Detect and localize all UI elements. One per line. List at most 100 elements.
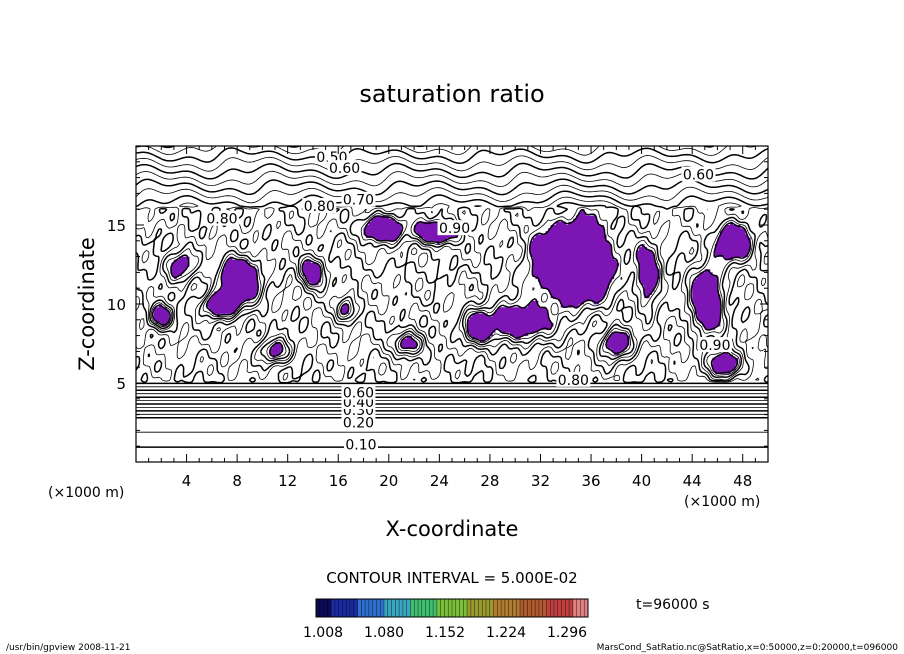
contour-line xyxy=(149,201,768,378)
colorbar-cell xyxy=(459,599,464,617)
colorbar-cell xyxy=(569,599,574,617)
contour-interval-label: CONTOUR INTERVAL = 5.000E-02 xyxy=(326,569,577,587)
contour-label-bg xyxy=(341,414,376,430)
colorbar-cell xyxy=(429,599,434,617)
colorbar-cell xyxy=(433,599,438,617)
colorbar-cell xyxy=(418,599,423,617)
footer-program: /usr/bin/gpview 2008-11-21 xyxy=(6,643,130,653)
colorbar-cell xyxy=(365,599,370,617)
colorbar-cell xyxy=(357,599,362,617)
colorbar-cell xyxy=(421,599,426,617)
colorbar-cell xyxy=(501,599,506,617)
colorbar-cell xyxy=(444,599,449,617)
contour-line xyxy=(136,146,768,405)
contour-label-bg xyxy=(204,210,239,226)
colorbar-cell xyxy=(497,599,502,617)
colorbar-cell xyxy=(572,599,577,617)
colorbar-cell xyxy=(327,599,332,617)
colorbar-cell xyxy=(452,599,457,617)
colorbar-cell xyxy=(399,599,404,617)
contour-label-bg xyxy=(302,198,337,214)
colorbar-cell xyxy=(470,599,475,617)
contour-label-bg xyxy=(697,337,732,353)
x-tick-label: 24 xyxy=(430,472,449,490)
colorbar-cell xyxy=(546,599,551,617)
contour-line xyxy=(150,207,753,376)
colorbar-cell xyxy=(353,599,358,617)
y-tick-label: 15 xyxy=(107,217,126,235)
colorbar-cell xyxy=(478,599,483,617)
colorbar-cell xyxy=(440,599,445,617)
colorbar-cell xyxy=(584,599,589,617)
colorbar-cell xyxy=(319,599,324,617)
colorbar-cell xyxy=(334,599,339,617)
colorbar-label: 1.008 xyxy=(303,625,343,641)
colorbar-cell xyxy=(580,599,585,617)
contour-line xyxy=(136,170,768,388)
colorbar-cell xyxy=(463,599,468,617)
contour-label: 0.70 xyxy=(343,193,374,209)
colorbar-cell xyxy=(455,599,460,617)
colorbar-cell xyxy=(414,599,419,617)
colorbar-cell xyxy=(406,599,411,617)
contour-label: 0.60 xyxy=(683,167,714,183)
colorbar-cell xyxy=(489,599,494,617)
colorbar-label: 1.080 xyxy=(364,625,404,641)
colorbar-cell xyxy=(342,599,347,617)
colorbar-cell xyxy=(516,599,521,617)
y-axis: 5 10 15 xyxy=(107,161,768,447)
colorbar-cell xyxy=(376,599,381,617)
colorbar-cell xyxy=(467,599,472,617)
colorbar-label: 1.152 xyxy=(425,625,465,641)
colorbar-cell xyxy=(395,599,400,617)
time-label: t=96000 s xyxy=(636,597,710,613)
contour-label: 0.60 xyxy=(343,385,374,401)
colorbar-cell xyxy=(565,599,570,617)
contour-line xyxy=(151,208,752,375)
colorbar-cell xyxy=(554,599,559,617)
colorbar-cell xyxy=(448,599,453,617)
y-tick-label: 5 xyxy=(116,375,126,393)
x-tick-label: 32 xyxy=(531,472,550,490)
colorbar-cell xyxy=(527,599,532,617)
contour-line xyxy=(136,184,768,383)
supersaturated-fill xyxy=(153,209,751,374)
contour-label: 0.90 xyxy=(699,338,730,354)
x-tick-label: 40 xyxy=(632,472,651,490)
colorbar-cell xyxy=(316,599,321,617)
x-tick-label: 4 xyxy=(182,472,192,490)
colorbar-cell xyxy=(504,599,509,617)
contour-label: 0.80 xyxy=(304,199,335,215)
colorbar-cell xyxy=(531,599,536,617)
colorbar-cell xyxy=(368,599,373,617)
colorbar-cell xyxy=(323,599,328,617)
colorbar-cell xyxy=(523,599,528,617)
colorbar-cell xyxy=(350,599,355,617)
colorbar-cell xyxy=(387,599,392,617)
colorbar-cell xyxy=(338,599,343,617)
x-axis-label: X-coordinate xyxy=(386,517,519,541)
colorbar-cell xyxy=(372,599,377,617)
colorbar-cell xyxy=(331,599,336,617)
colorbar-cell xyxy=(402,599,407,617)
contour-label-bg xyxy=(327,160,362,176)
contour-label: 0.20 xyxy=(343,416,374,432)
colorbar-cell xyxy=(391,599,396,617)
contour-label-bg xyxy=(556,371,591,387)
chart-title: saturation ratio xyxy=(359,80,544,108)
colorbar-cell xyxy=(550,599,555,617)
colorbar-frame xyxy=(315,598,589,618)
colorbar-cell xyxy=(557,599,562,617)
contour-label: 0.10 xyxy=(345,438,376,454)
colorbar-cell xyxy=(535,599,540,617)
colorbar-cell xyxy=(512,599,517,617)
colorbar-cell xyxy=(384,599,389,617)
x-tick-label: 8 xyxy=(232,472,242,490)
contour-label-bg xyxy=(437,220,472,236)
contour-line xyxy=(136,190,768,382)
colorbar-cell xyxy=(520,599,525,617)
footer-source: MarsCond_SatRatio.nc@SatRatio,x=0:50000,… xyxy=(597,643,899,653)
x-tick-label: 28 xyxy=(480,472,499,490)
colorbar-cell xyxy=(425,599,430,617)
